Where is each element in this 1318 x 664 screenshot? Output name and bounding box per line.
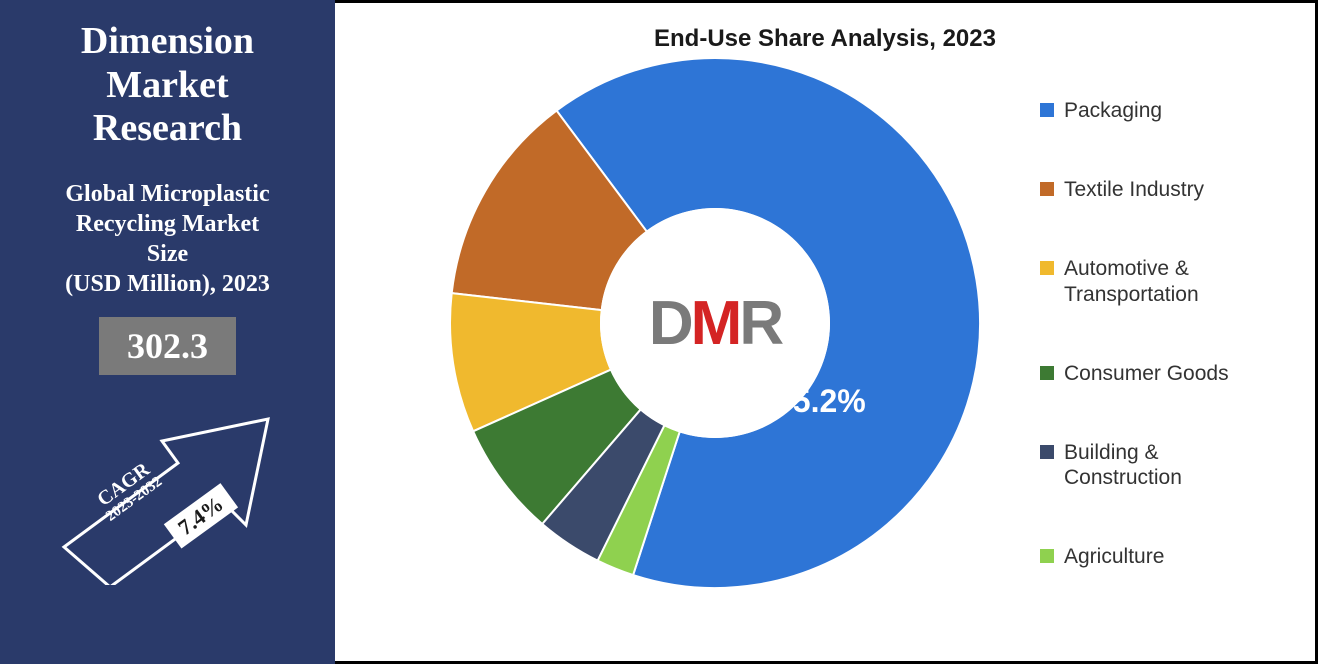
market-value-box: 302.3 (99, 317, 236, 375)
legend-label: Consumer Goods (1064, 361, 1229, 386)
donut-chart: DMR 65.2% (435, 43, 995, 603)
legend-item: Consumer Goods (1040, 361, 1275, 386)
legend-label: Textile Industry (1064, 177, 1204, 202)
brand-line-1: Dimension (15, 20, 320, 64)
legend-item: Agriculture (1040, 544, 1275, 569)
legend-swatch (1040, 103, 1054, 117)
legend-label: Building & Construction (1064, 440, 1275, 490)
legend-label: Automotive & Transportation (1064, 256, 1275, 306)
logo-r: R (739, 288, 781, 359)
logo-m: M (691, 288, 740, 359)
legend-label: Agriculture (1064, 544, 1164, 569)
subtitle-line-1: Global Microplastic (15, 179, 320, 209)
chart-panel: End-Use Share Analysis, 2023 DMR 65.2% P… (335, 0, 1318, 664)
highlight-percent: 65.2% (775, 383, 866, 420)
legend-item: Textile Industry (1040, 177, 1275, 202)
legend-swatch (1040, 366, 1054, 380)
legend-item: Building & Construction (1040, 440, 1275, 490)
arrow-icon (58, 415, 278, 585)
legend-swatch (1040, 549, 1054, 563)
brand-line-3: Research (15, 107, 320, 151)
legend-swatch (1040, 182, 1054, 196)
legend-swatch (1040, 445, 1054, 459)
legend-label: Packaging (1064, 98, 1162, 123)
subtitle-line-2: Recycling Market (15, 209, 320, 239)
subtitle-line-4: (USD Million), 2023 (15, 269, 320, 299)
legend-item: Automotive & Transportation (1040, 256, 1275, 306)
legend-swatch (1040, 261, 1054, 275)
brand-line-2: Market (15, 64, 320, 108)
legend-item: Packaging (1040, 98, 1275, 123)
market-subtitle: Global Microplastic Recycling Market Siz… (15, 179, 320, 299)
cagr-arrow: CAGR 2023-2032 7.4% (58, 415, 278, 585)
legend: Packaging Textile Industry Automotive & Tr… (1040, 98, 1275, 624)
logo-d: D (649, 288, 691, 359)
brand-title: Dimension Market Research (15, 20, 320, 151)
subtitle-line-3: Size (15, 239, 320, 269)
left-panel: Dimension Market Research Global Micropl… (0, 0, 335, 664)
